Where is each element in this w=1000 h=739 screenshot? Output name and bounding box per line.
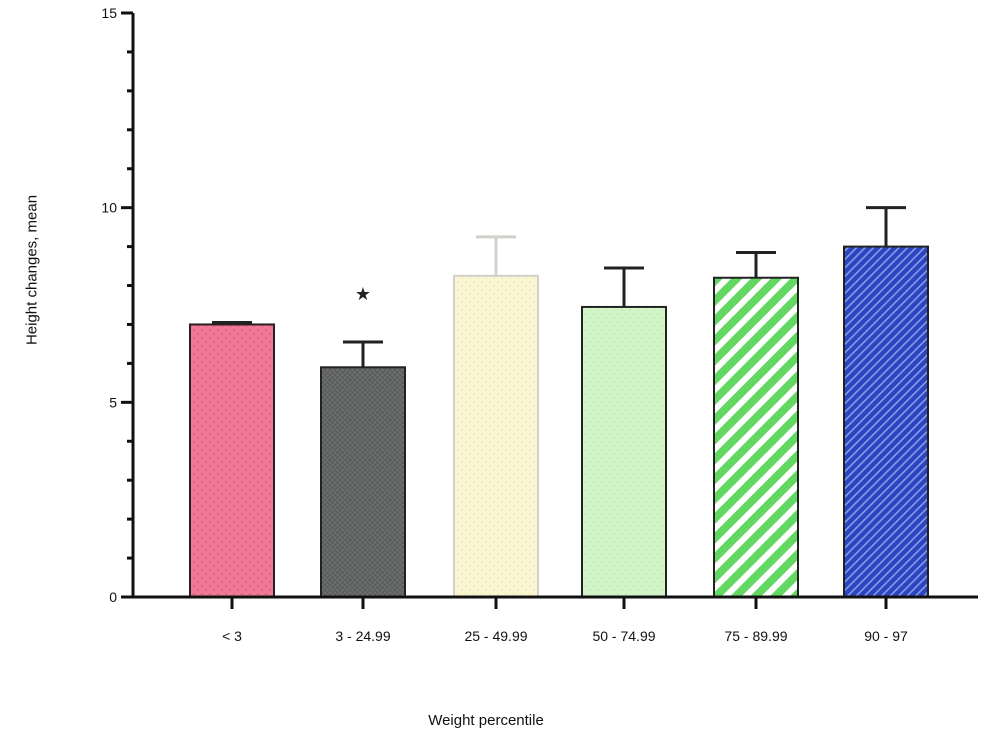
y-axis-label: Height changes, mean: [23, 194, 41, 346]
bar: [320, 366, 406, 598]
x-tick-label: < 3: [222, 628, 242, 644]
bars-layer: [189, 206, 929, 598]
significance-marker: ★: [355, 284, 371, 305]
x-tick-label: 50 - 74.99: [592, 628, 655, 644]
x-tick-label: 3 - 24.99: [335, 628, 390, 644]
bar: [189, 323, 275, 598]
x-axis-label: Weight percentile: [428, 712, 544, 729]
axes-layer: < 3 3 - 24.99 25 - 49.99 50 - 74.99 75 - 89.…: [101, 5, 978, 644]
x-tick-label: 75 - 89.99: [724, 628, 787, 644]
bar: [453, 274, 539, 598]
bar: [843, 245, 929, 598]
x-tick-label: 90 - 97: [864, 628, 908, 644]
y-tick-label: 0: [109, 589, 117, 605]
bar: [713, 276, 799, 598]
y-tick-label: 10: [101, 200, 117, 216]
x-tick-label: 25 - 49.99: [464, 628, 527, 644]
y-tick-label: 5: [109, 394, 117, 410]
bar: [581, 305, 667, 598]
y-tick-label: 15: [101, 5, 117, 21]
